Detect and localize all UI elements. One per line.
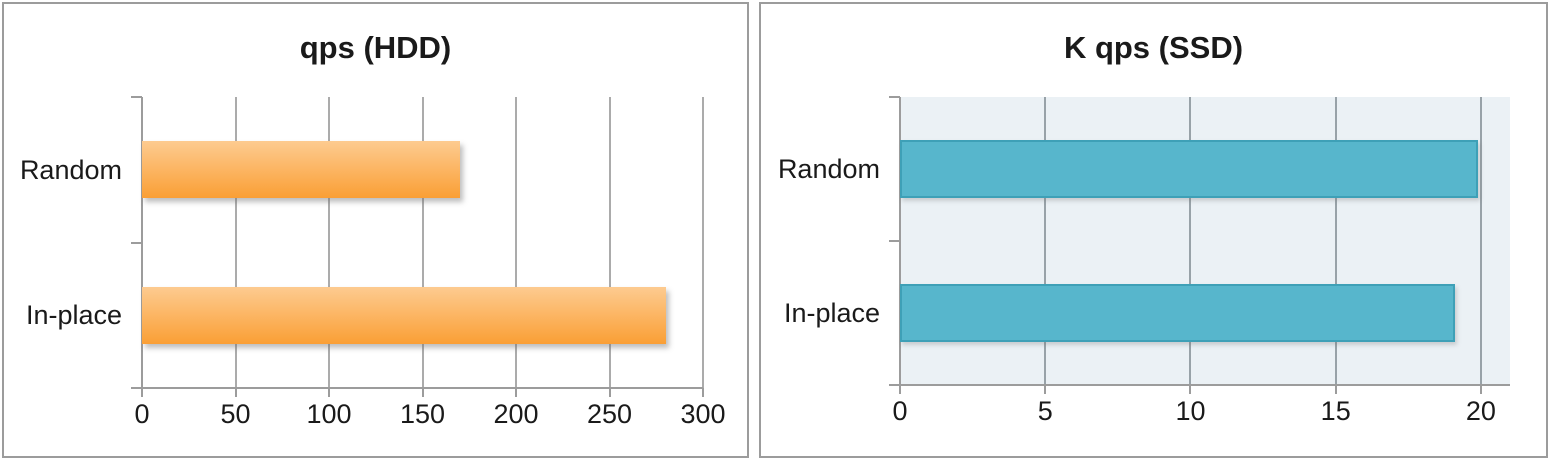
category-axis-line (899, 97, 901, 385)
value-axis-tick-100 (328, 388, 330, 397)
hdd-chart-panel: qps (HDD) Random In-place 0 50 100 150 200 250 3… (2, 2, 749, 458)
category-axis-tick (131, 387, 142, 389)
bar-in-place (142, 287, 666, 344)
x-tick-label-10: 10 (1175, 396, 1206, 426)
category-axis-line (141, 97, 143, 388)
value-axis-tick-15 (1334, 385, 1337, 394)
x-tick-label-200: 200 (493, 399, 539, 429)
x-tick-label-20: 20 (1465, 396, 1496, 426)
gridline-x-5 (1044, 97, 1047, 385)
gridline-x-300 (702, 97, 704, 388)
category-label-random: Random (19, 155, 122, 185)
value-axis-tick-20 (1479, 385, 1482, 394)
value-axis-tick-250 (608, 388, 611, 397)
x-tick-label-15: 15 (1320, 396, 1351, 426)
x-tick-label-250: 250 (586, 399, 633, 429)
category-axis-tick (131, 96, 142, 98)
x-tick-label-5: 5 (1037, 396, 1053, 426)
gridline-x-150 (421, 97, 424, 388)
category-label-in-place: In-place (25, 300, 122, 330)
value-axis-tick-50 (234, 388, 237, 397)
category-label-in-place: In-place (783, 298, 880, 328)
x-tick-label-300: 300 (680, 399, 726, 429)
category-axis-tick (889, 384, 900, 386)
ssd-chart-panel: K qps (SSD) Random In-place 0 5 10 15 20 (759, 2, 1548, 458)
category-axis-tick (889, 96, 900, 98)
bar-in-place (900, 284, 1455, 342)
gridline-x-15 (1334, 97, 1337, 385)
value-axis-tick-300 (702, 388, 704, 397)
x-tick-label-0: 0 (892, 396, 908, 426)
value-axis-tick-0 (899, 385, 901, 394)
ssd-chart-title: K qps (SSD) (1063, 30, 1244, 65)
gridline-x-20 (1479, 97, 1482, 385)
value-axis-tick-200 (515, 388, 517, 397)
value-axis-tick-5 (1044, 385, 1047, 394)
bar-random (900, 140, 1478, 198)
ssd-plot-area (889, 96, 1510, 394)
x-tick-label-150: 150 (399, 399, 446, 429)
hdd-plot-area (131, 96, 704, 397)
gridline-x-250 (608, 97, 611, 388)
value-axis-line (900, 384, 1510, 386)
value-axis-tick-0 (141, 388, 143, 397)
category-label-random: Random (777, 154, 880, 184)
x-tick-label-0: 0 (134, 399, 150, 429)
hdd-chart-title: qps (HDD) (299, 30, 452, 65)
gridline-x-200 (515, 97, 517, 388)
gridline-x-100 (328, 97, 330, 388)
gridline-x-10 (1189, 97, 1192, 385)
x-tick-label-50: 50 (220, 399, 251, 429)
category-axis-tick (131, 242, 142, 244)
value-axis-tick-10 (1189, 385, 1192, 394)
x-tick-label-100: 100 (306, 399, 352, 429)
gridline-x-50 (234, 97, 237, 388)
category-axis-tick (889, 240, 900, 242)
bar-random (142, 141, 460, 198)
value-axis-tick-150 (421, 388, 424, 397)
